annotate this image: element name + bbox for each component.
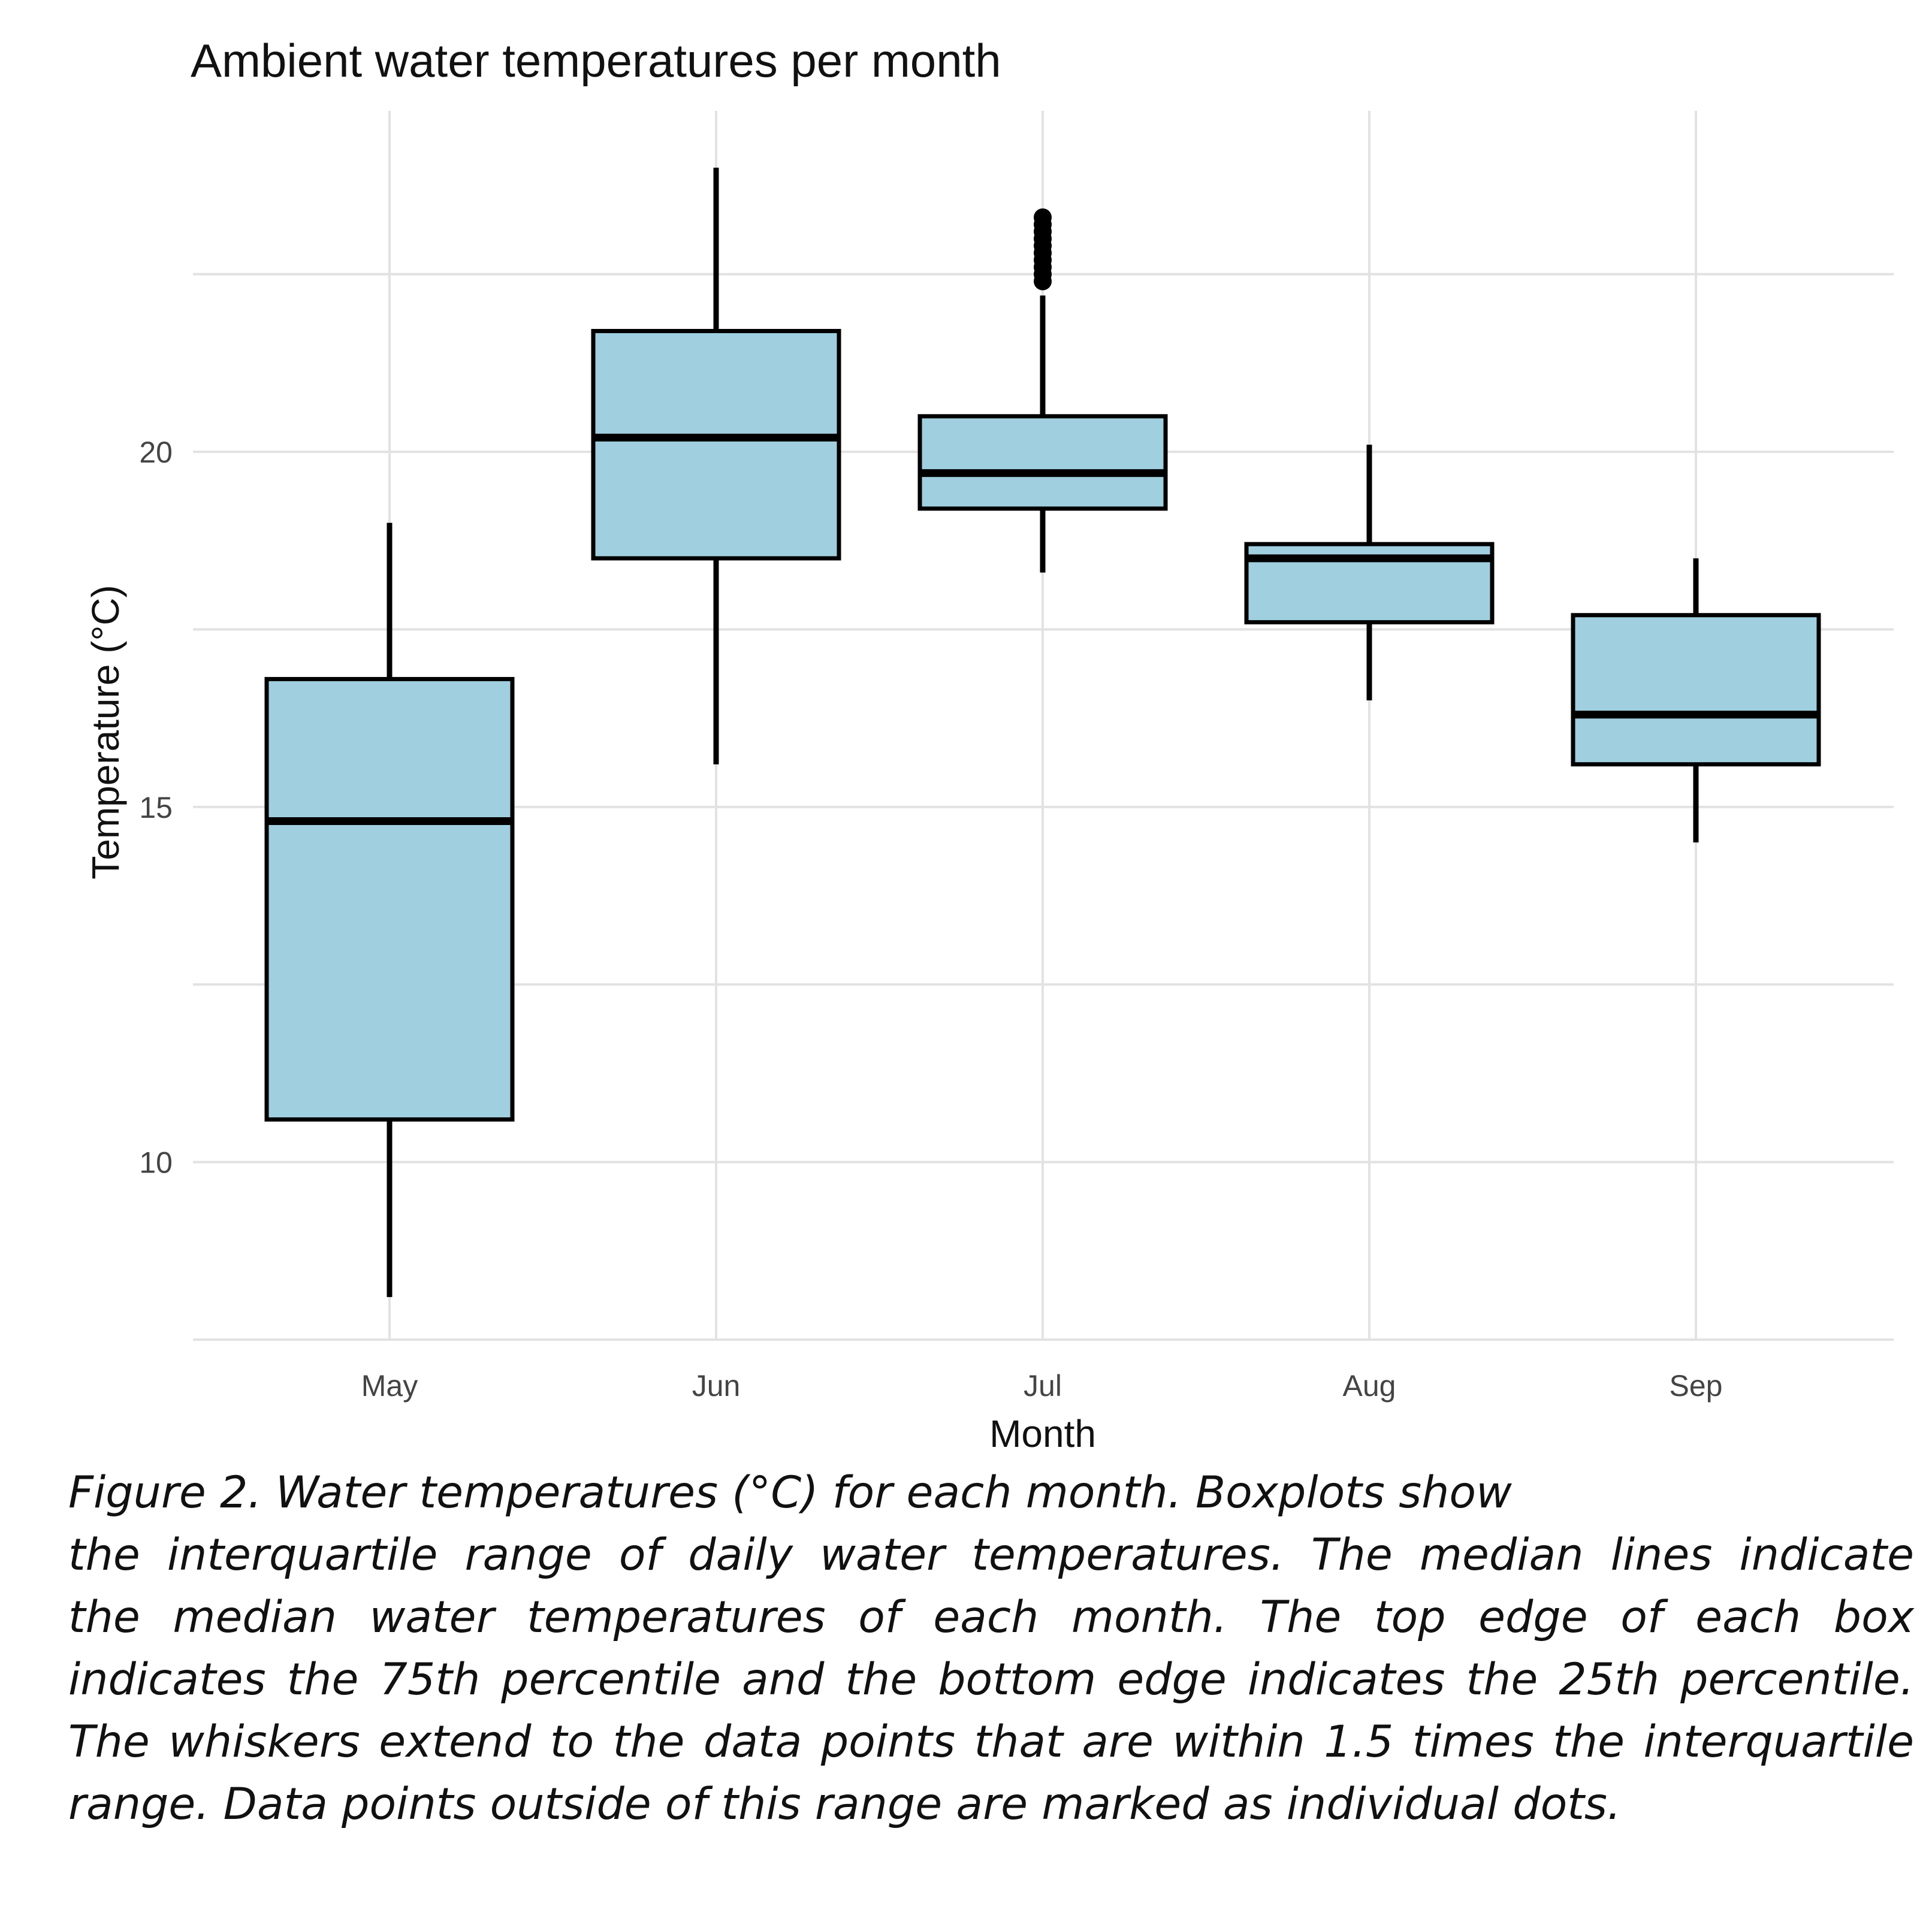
chart-title: Ambient water temperatures per month <box>191 34 1001 87</box>
caption-line-6: range. Data points outside of this range… <box>68 1779 1622 1830</box>
caption-line-3: the median water temperatures of each mo… <box>68 1592 1914 1643</box>
x-tick-label: Sep <box>1670 1369 1723 1403</box>
iqr-box <box>1571 613 1821 767</box>
y-tick-label: 15 <box>139 791 173 824</box>
boxplot-chart: 10 15 20 May Jun Jul Aug Sep Ambient water temp… <box>84 34 1894 1455</box>
caption-line-1: Figure 2. Water temperatures (°C) for ea… <box>68 1467 1512 1518</box>
caption-line-2: the interquartile range of daily water t… <box>68 1530 1914 1581</box>
caption-line-5: The whiskers extend to the data points t… <box>68 1717 1914 1767</box>
axis-ticks: 10 15 20 May Jun Jul Aug Sep <box>139 436 1722 1403</box>
figure-caption: Figure 2. Water temperatures (°C) for ea… <box>68 1462 1914 1836</box>
y-tick-label: 20 <box>139 436 173 469</box>
x-tick-label: Jul <box>1024 1369 1062 1403</box>
y-tick-label: 10 <box>139 1146 173 1180</box>
box-jul <box>917 208 1168 573</box>
iqr-box <box>917 414 1168 511</box>
x-tick-label: Jun <box>692 1369 741 1403</box>
iqr-box <box>264 676 515 1122</box>
x-axis-label: Month <box>989 1412 1096 1455</box>
caption-line-4: indicates the 75th percentile and the bo… <box>68 1654 1914 1705</box>
y-axis-label: Temperature (°C) <box>84 585 127 880</box>
x-tick-label: May <box>361 1369 418 1403</box>
x-tick-label: Aug <box>1343 1369 1396 1403</box>
box-sep <box>1571 558 1821 843</box>
iqr-box <box>591 329 841 561</box>
box-aug <box>1244 445 1495 701</box>
box-may <box>264 522 515 1297</box>
boxes <box>264 167 1821 1297</box>
outlier-point <box>1034 208 1052 226</box>
box-jun <box>591 167 841 764</box>
